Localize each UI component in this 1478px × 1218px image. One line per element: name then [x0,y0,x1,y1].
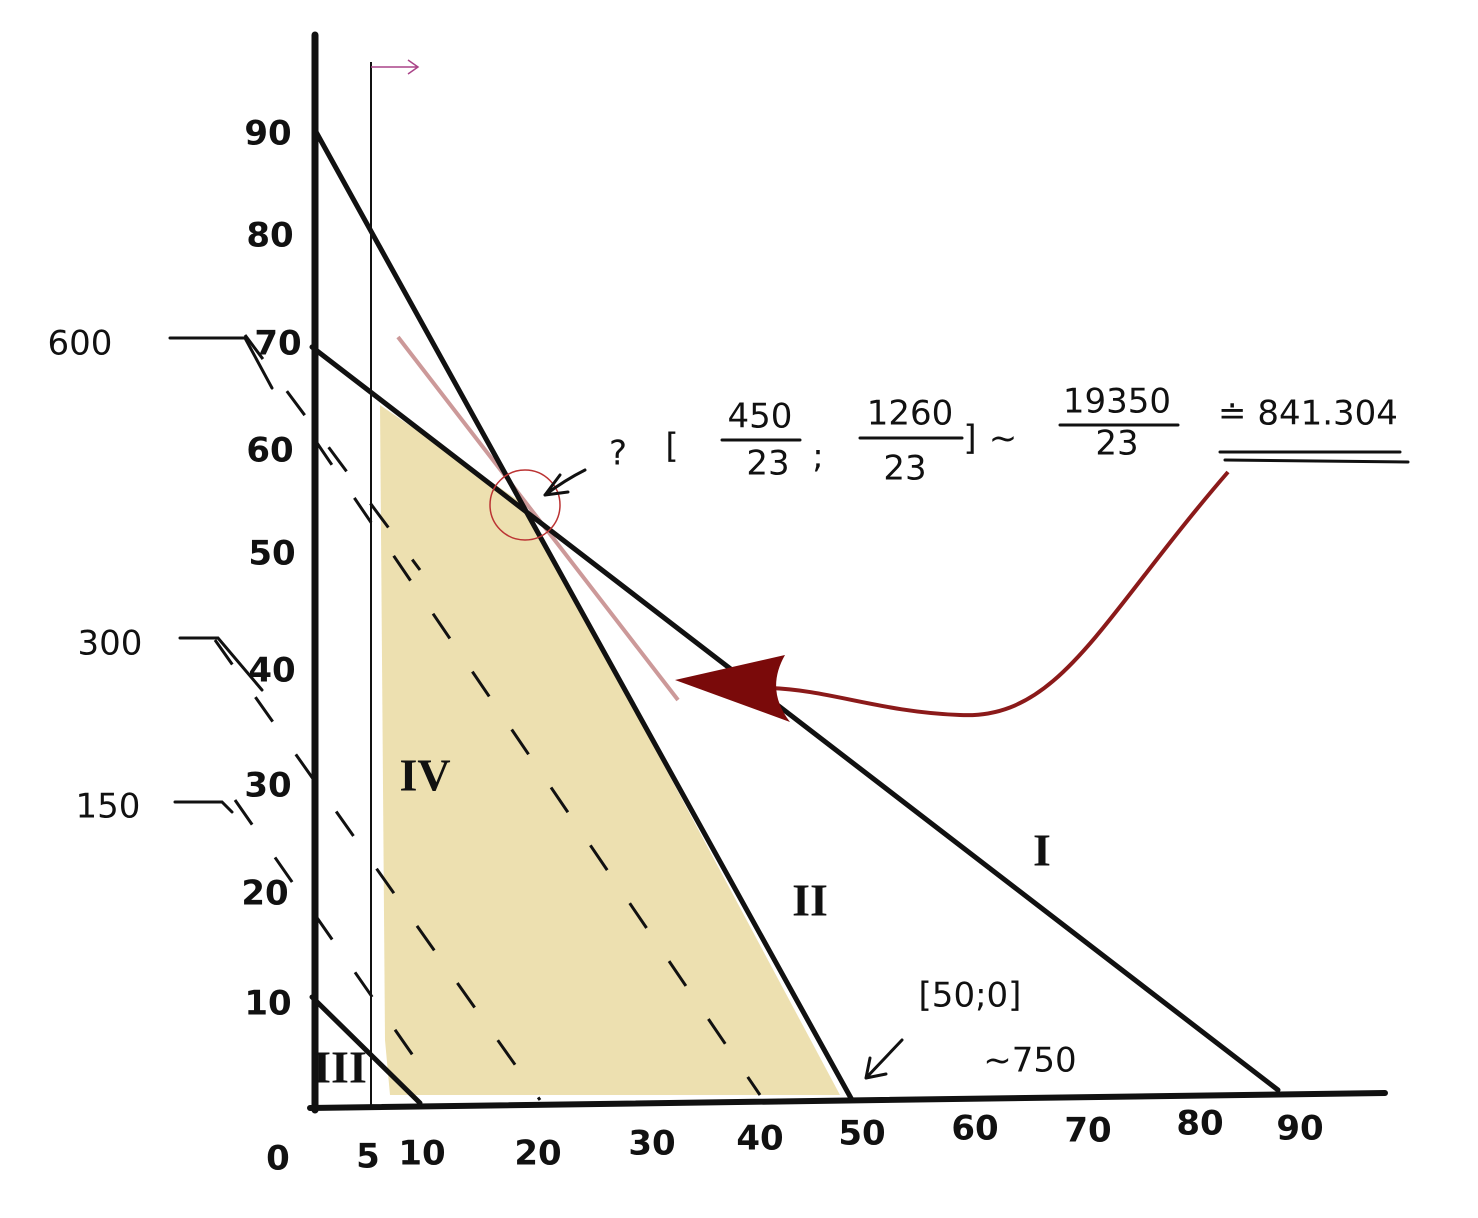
y-tick-label: 90 [244,114,291,154]
axes [307,31,1388,1114]
numerator: 450 [728,397,793,437]
x-tick-label: 20 [514,1134,561,1174]
region-label: II [792,875,828,926]
numerator: 19350 [1063,382,1171,422]
isoline-label: 600 [48,324,113,364]
pointer-arrow [543,468,587,497]
isoline-label: 300 [78,624,143,664]
x-tick-label: 70 [1064,1111,1111,1151]
x-tick-label: 30 [628,1124,675,1164]
separator: ; [812,437,823,477]
y-tick-label: 70 [254,324,301,364]
approx: ~ [989,419,1018,459]
corner-arrow [864,1038,904,1080]
x-tick-label: 5 [356,1137,380,1177]
region-label: I [1033,825,1051,876]
constraint-lines [309,127,1281,1106]
corner-point: [50;0] [919,976,1022,1016]
fraction-bars [720,423,1180,442]
isoline-label: 150 [76,787,141,827]
corner-value: ~750 [983,1041,1076,1081]
y-tick-label: 80 [246,216,293,256]
result: ≐ 841.304 [1218,394,1398,434]
question: ? [609,434,627,474]
x-tick-label: 50 [838,1114,885,1154]
denominator: 23 [1095,424,1138,464]
x-tick-label: 80 [1176,1104,1223,1144]
x-tick-label: 0 [266,1139,290,1179]
underline [1218,450,1410,464]
numerator: 1260 [867,394,954,434]
y-tick-label: 20 [241,874,288,914]
feasible-region [380,405,840,1095]
leaders [168,336,274,814]
denominator: 23 [883,449,926,489]
red-curve [769,470,1230,718]
y-tick-label: 10 [244,984,291,1024]
y-tick-label: 60 [246,431,293,471]
y-tick-label: 30 [244,766,291,806]
isolines [213,334,762,1101]
x-tick-label: 90 [1276,1109,1323,1149]
x-tick-label: 60 [951,1109,998,1149]
bracket: ] [963,419,976,459]
y-tick-label: 50 [248,534,295,574]
x-tick-label: 10 [398,1134,445,1174]
small-arrow [371,59,420,75]
bracket: [ [665,427,678,467]
x-tick-label: 40 [736,1119,783,1159]
red-arrowhead [675,655,790,722]
denominator: 23 [746,444,789,484]
region-label: III [313,1042,367,1093]
y-tick-label: 40 [248,651,295,691]
region-label: IV [399,750,450,801]
optimum-circle [489,469,561,541]
